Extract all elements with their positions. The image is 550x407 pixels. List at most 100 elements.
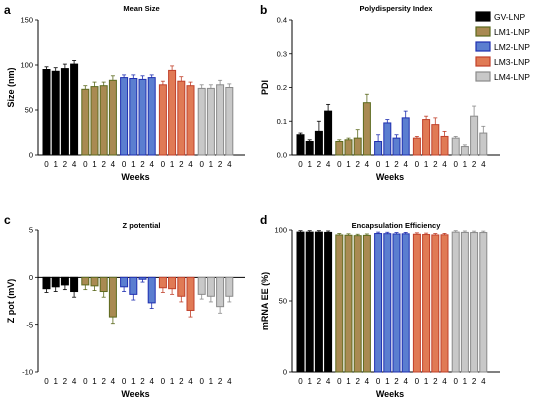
x-axis-label: Weeks <box>376 389 404 399</box>
bar <box>147 77 156 156</box>
bar <box>392 137 401 156</box>
x-tick-label: 0 <box>376 160 381 169</box>
x-tick-label: 2 <box>355 377 360 386</box>
panel-letter: b <box>260 3 267 17</box>
bar <box>197 87 206 156</box>
bar <box>90 276 99 287</box>
x-tick-label: 1 <box>92 377 97 386</box>
bar <box>296 134 305 156</box>
bar <box>147 276 156 304</box>
bar <box>335 234 344 373</box>
bar <box>374 141 383 156</box>
x-tick-label: 4 <box>442 377 447 386</box>
bar <box>108 79 117 156</box>
x-tick-label: 4 <box>326 377 331 386</box>
bar <box>470 115 479 156</box>
bar <box>460 231 469 373</box>
x-tick-label: 4 <box>111 377 116 386</box>
x-tick-label: 2 <box>433 377 438 386</box>
bar <box>168 276 177 290</box>
x-tick-label: 1 <box>209 160 214 169</box>
y-tick-label: 150 <box>20 16 33 25</box>
x-tick-label: 2 <box>218 377 223 386</box>
legend-label: LM1-LNP <box>494 27 530 37</box>
x-tick-label: 2 <box>317 160 322 169</box>
legend: GV-LNP LM1-LNP LM2-LNP LM3-LNP LM4-LNP <box>475 11 530 82</box>
x-tick-label: 4 <box>365 377 370 386</box>
x-tick-label: 2 <box>179 377 184 386</box>
x-tick-label: 1 <box>131 160 136 169</box>
y-tick-label: 0 <box>29 273 33 282</box>
bar <box>81 88 90 156</box>
bar <box>186 85 195 156</box>
x-tick-label: 1 <box>131 377 136 386</box>
bar <box>401 233 410 373</box>
x-tick-label: 0 <box>337 160 342 169</box>
x-tick-label: 2 <box>179 160 184 169</box>
x-tick-label: 4 <box>111 160 116 169</box>
y-tick-label: 0.3 <box>277 49 287 58</box>
y-tick-label: 0.0 <box>277 151 287 160</box>
y-tick-label: -5 <box>26 320 33 329</box>
x-tick-label: 1 <box>346 377 351 386</box>
bar <box>305 231 314 373</box>
bar <box>383 122 392 156</box>
y-axis-label: PDI <box>260 80 270 95</box>
x-tick-label: 2 <box>140 160 145 169</box>
bar <box>216 84 225 156</box>
x-tick-label: 2 <box>355 160 360 169</box>
bar <box>42 276 51 290</box>
bar <box>374 233 383 373</box>
x-tick-label: 1 <box>53 377 58 386</box>
y-tick-label: 50 <box>279 297 287 306</box>
bar <box>177 276 186 297</box>
legend-label: LM2-LNP <box>494 42 530 52</box>
bar <box>225 87 234 156</box>
bar <box>479 232 488 373</box>
bar <box>470 232 479 373</box>
x-tick-label: 2 <box>394 160 399 169</box>
y-tick-label: 100 <box>20 61 33 70</box>
legend-swatch <box>475 11 491 22</box>
bar <box>412 137 421 156</box>
bar <box>120 77 129 156</box>
x-tick-label: 0 <box>83 160 88 169</box>
x-tick-label: 0 <box>199 160 204 169</box>
bar <box>206 276 215 297</box>
bar <box>451 231 460 373</box>
x-tick-label: 1 <box>307 377 312 386</box>
x-tick-label: 1 <box>170 377 175 386</box>
x-tick-label: 1 <box>463 160 468 169</box>
bar <box>314 231 323 373</box>
x-tick-label: 4 <box>326 160 331 169</box>
bar <box>362 102 371 156</box>
bar <box>324 231 333 373</box>
bar <box>401 117 410 156</box>
x-axis-label: Weeks <box>121 172 149 182</box>
legend-label: LM3-LNP <box>494 57 530 67</box>
x-tick-label: 2 <box>317 377 322 386</box>
x-tick-label: 1 <box>307 160 312 169</box>
panel-title: Polydispersity Index <box>360 4 434 13</box>
bar <box>42 69 51 156</box>
x-tick-label: 4 <box>188 160 193 169</box>
y-tick-label: 0 <box>29 151 33 160</box>
x-tick-label: 0 <box>376 377 381 386</box>
y-tick-label: 50 <box>25 106 33 115</box>
x-tick-label: 4 <box>72 160 77 169</box>
legend-label: GV-LNP <box>494 12 526 22</box>
y-tick-label: 0.2 <box>277 83 287 92</box>
x-tick-label: 4 <box>227 160 232 169</box>
x-axis-label: Weeks <box>121 389 149 399</box>
x-tick-label: 0 <box>161 377 166 386</box>
x-tick-label: 4 <box>227 377 232 386</box>
bar <box>60 68 69 156</box>
x-tick-label: 2 <box>472 160 477 169</box>
bar <box>440 135 449 156</box>
x-tick-label: 1 <box>53 160 58 169</box>
x-tick-label: 1 <box>209 377 214 386</box>
x-tick-label: 2 <box>218 160 223 169</box>
bar <box>197 276 206 295</box>
y-axis-label: mRNA EE (%) <box>260 272 270 330</box>
